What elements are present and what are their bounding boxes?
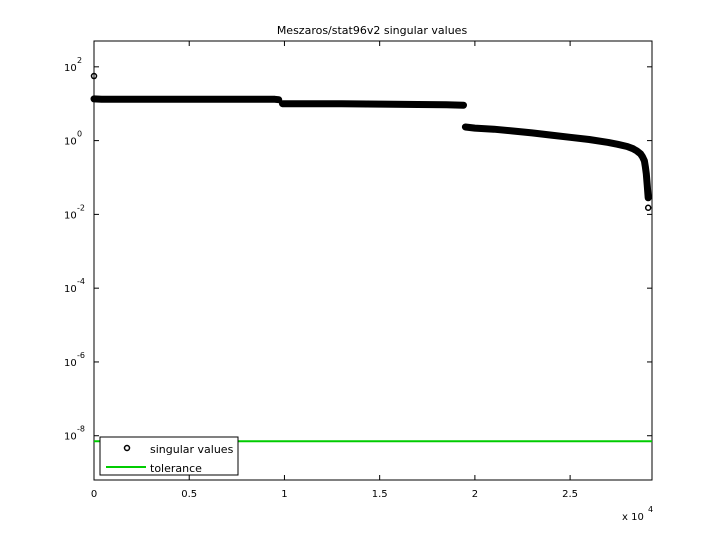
x-tick-label: 0.5 <box>181 489 197 500</box>
singular-value-point <box>272 96 278 102</box>
singular-value-point <box>443 102 449 108</box>
singular-value-point <box>630 146 636 152</box>
y-tick-label-base: 10 <box>64 358 77 369</box>
singular-value-point <box>605 139 611 145</box>
singular-value-point <box>415 101 421 107</box>
plot-area <box>93 40 653 481</box>
y-tick-label-exp: 0 <box>77 130 82 139</box>
singular-value-point <box>472 125 478 131</box>
singular-value-point <box>280 101 286 107</box>
singular-value-point <box>645 195 651 201</box>
singular-value-point <box>644 204 652 211</box>
singular-value-point <box>186 96 192 102</box>
singular-value-point <box>643 171 649 177</box>
singular-value-point <box>462 124 468 130</box>
singular-value-point <box>624 144 630 150</box>
singular-value-point <box>253 96 259 102</box>
singular-value-point <box>634 148 640 154</box>
y-tick-label-exp: 2 <box>77 56 82 65</box>
x-scale-exp: 4 <box>648 505 653 514</box>
singular-value-point <box>460 102 466 108</box>
singular-value-point <box>339 101 345 107</box>
x-scale-base: x 10 <box>622 512 644 523</box>
singular-value-point <box>120 96 126 102</box>
singular-value-point <box>567 134 573 140</box>
singular-value-point <box>224 96 230 102</box>
x-tick-label: 2.5 <box>562 489 578 500</box>
legend-label-singular-values: singular values <box>150 443 234 456</box>
singular-value-point <box>641 158 647 164</box>
singular-value-point <box>491 126 497 132</box>
y-tick-label-exp: -8 <box>77 425 85 434</box>
plot-frame <box>93 40 653 481</box>
x-tick-label: 1 <box>281 489 287 500</box>
singular-value-point <box>644 182 650 188</box>
singular-value-point <box>586 136 592 142</box>
singular-value-point <box>90 72 98 80</box>
x-axis: 0 0.5 1 1.5 2 2.5 <box>91 41 578 500</box>
singular-value-point <box>300 101 306 107</box>
y-tick-label-base: 10 <box>64 210 77 221</box>
singular-values-cluster <box>279 100 467 109</box>
singular-value-point <box>615 141 621 147</box>
singular-value-point <box>510 128 516 134</box>
legend-box <box>99 436 239 476</box>
singular-value-point <box>377 101 383 107</box>
x-tick-label: 2 <box>472 489 478 500</box>
legend-label-tolerance: tolerance <box>150 462 202 475</box>
singular-value-point <box>639 154 645 160</box>
y-tick-label-exp: -4 <box>77 277 85 286</box>
chart-title: Meszaros/stat96v2 singular values <box>277 24 468 37</box>
singular-value-point <box>642 163 648 169</box>
singular-value-point <box>529 130 535 136</box>
singular-value-point <box>99 96 105 102</box>
y-tick-label-base: 10 <box>64 284 77 295</box>
singular-value-point <box>548 132 554 138</box>
series-layer <box>90 72 652 443</box>
x-scale-label: x 10 4 <box>622 505 653 523</box>
singular-value-point <box>91 96 97 102</box>
y-tick-label-base: 10 <box>64 432 77 443</box>
y-tick-label-base: 10 <box>64 63 77 74</box>
y-tick-label-exp: -2 <box>77 203 85 212</box>
y-tick-label-base: 10 <box>64 137 77 148</box>
y-tick-label-exp: -6 <box>77 351 85 360</box>
legend: singular values tolerance <box>99 436 239 476</box>
x-tick-label: 1.5 <box>372 489 388 500</box>
legend-marker-singular-values <box>123 444 131 452</box>
x-tick-label: 0 <box>91 489 97 500</box>
singular-value-point <box>148 96 154 102</box>
singular-value-point <box>276 97 282 103</box>
singular-values-cluster <box>461 123 652 202</box>
